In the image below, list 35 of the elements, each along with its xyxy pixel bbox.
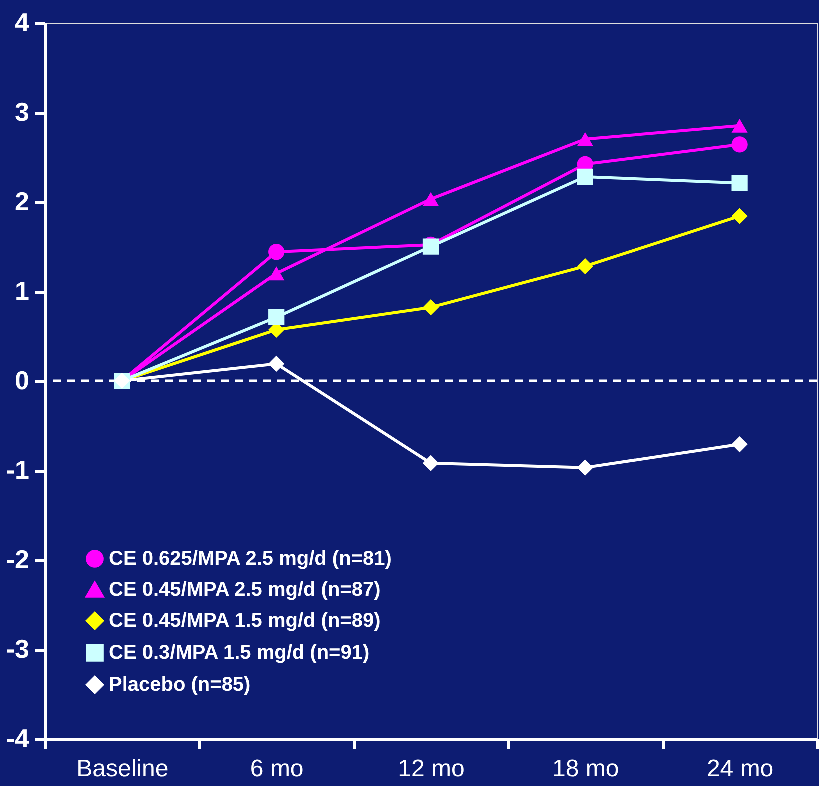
y-tick-label: 3: [15, 97, 30, 127]
y-tick-label: 2: [15, 186, 30, 216]
point: [577, 132, 594, 146]
point: [732, 118, 748, 133]
point: [268, 266, 285, 281]
y-tick-label: 1: [15, 276, 30, 306]
legend-label: CE 0.45/MPA 2.5 mg/d (n=87): [109, 579, 381, 601]
point: [577, 168, 594, 186]
point: [732, 436, 748, 453]
y-tick-label: -3: [6, 634, 30, 664]
legend-label: CE 0.3/MPA 1.5 mg/d (n=91): [109, 642, 370, 664]
point: [268, 309, 285, 326]
point: [732, 175, 748, 192]
point: [422, 192, 440, 206]
point: [422, 455, 440, 472]
point: [268, 356, 285, 372]
y-tick-label: 4: [15, 8, 30, 38]
point: [422, 300, 440, 316]
legend-label: CE 0.625/MPA 2.5 mg/d (n=81): [109, 548, 392, 570]
y-tick-label: -2: [6, 544, 30, 574]
x-tick-label: Baseline: [76, 756, 169, 782]
x-tick-label: 24 mo: [706, 756, 774, 782]
point: [268, 244, 285, 260]
x-tick-label: 18 mo: [552, 756, 620, 782]
x-tick-label: 12 mo: [398, 756, 465, 782]
point: [732, 208, 748, 224]
point: [577, 460, 594, 476]
legend-label: CE 0.45/MPA 1.5 mg/d (n=89): [109, 610, 381, 632]
x-tick-label: 6 mo: [250, 756, 304, 782]
y-tick-label: -1: [6, 455, 30, 485]
point: [577, 258, 594, 274]
point: [732, 136, 748, 153]
y-tick-label: 0: [15, 366, 30, 396]
y-tick-label: -4: [6, 724, 30, 754]
legend-label: Placebo (n=85): [109, 674, 251, 696]
